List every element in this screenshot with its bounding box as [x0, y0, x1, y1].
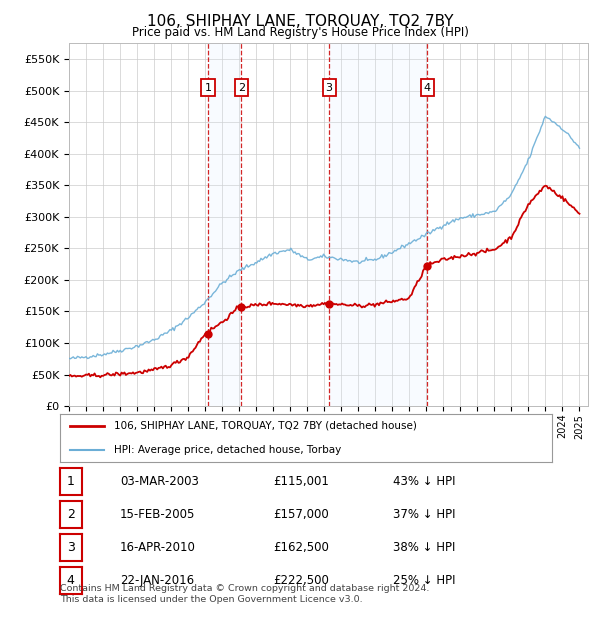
Text: 16-APR-2010: 16-APR-2010 [120, 541, 196, 554]
Text: £115,001: £115,001 [273, 476, 329, 488]
Text: £162,500: £162,500 [273, 541, 329, 554]
Text: 37% ↓ HPI: 37% ↓ HPI [393, 508, 455, 521]
Text: HPI: Average price, detached house, Torbay: HPI: Average price, detached house, Torb… [114, 445, 341, 455]
Bar [329, 43, 427, 406]
Text: 2: 2 [67, 508, 75, 521]
Text: 3: 3 [326, 82, 332, 92]
Text: 15-FEB-2005: 15-FEB-2005 [120, 508, 196, 521]
Text: This data is licensed under the Open Government Licence v3.0.: This data is licensed under the Open Gov… [60, 595, 362, 604]
Text: 1: 1 [205, 82, 212, 92]
Text: 43% ↓ HPI: 43% ↓ HPI [393, 476, 455, 488]
Text: £157,000: £157,000 [273, 508, 329, 521]
Text: Price paid vs. HM Land Registry's House Price Index (HPI): Price paid vs. HM Land Registry's House … [131, 26, 469, 39]
Text: 22-JAN-2016: 22-JAN-2016 [120, 574, 194, 587]
Text: £222,500: £222,500 [273, 574, 329, 587]
Bar [208, 43, 241, 406]
Text: 38% ↓ HPI: 38% ↓ HPI [393, 541, 455, 554]
Text: 106, SHIPHAY LANE, TORQUAY, TQ2 7BY: 106, SHIPHAY LANE, TORQUAY, TQ2 7BY [147, 14, 453, 29]
Text: 4: 4 [424, 82, 431, 92]
Text: 25% ↓ HPI: 25% ↓ HPI [393, 574, 455, 587]
Text: 1: 1 [67, 476, 75, 488]
Text: Contains HM Land Registry data © Crown copyright and database right 2024.: Contains HM Land Registry data © Crown c… [60, 584, 430, 593]
Text: 4: 4 [67, 574, 75, 587]
Text: 03-MAR-2003: 03-MAR-2003 [120, 476, 199, 488]
Text: 2: 2 [238, 82, 245, 92]
Text: 106, SHIPHAY LANE, TORQUAY, TQ2 7BY (detached house): 106, SHIPHAY LANE, TORQUAY, TQ2 7BY (det… [114, 420, 417, 431]
Text: 3: 3 [67, 541, 75, 554]
